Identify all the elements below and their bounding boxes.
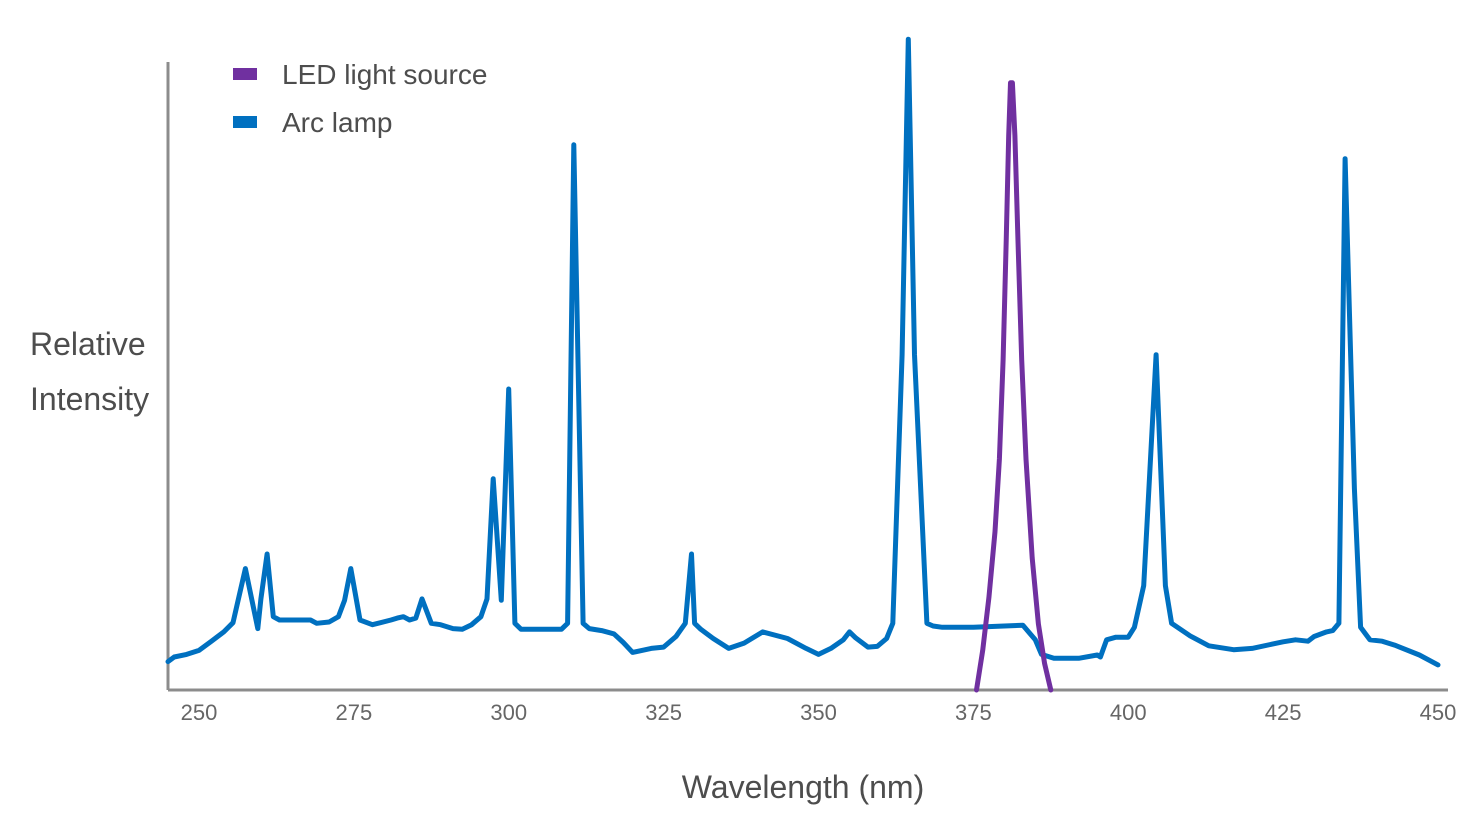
x-tick-label: 375 xyxy=(955,700,992,725)
x-tick-label: 325 xyxy=(645,700,682,725)
y-axis-title-line-2: Intensity xyxy=(30,381,149,417)
x-axis-title: Wavelength (nm) xyxy=(682,769,924,805)
x-tick-label: 250 xyxy=(181,700,218,725)
x-tick-label: 450 xyxy=(1420,700,1457,725)
x-tick-label: 400 xyxy=(1110,700,1147,725)
legend-label-arc: Arc lamp xyxy=(282,107,392,138)
led-series-line xyxy=(974,80,1054,693)
legend-swatch-led xyxy=(233,68,257,80)
axes xyxy=(166,62,1448,692)
series xyxy=(165,36,1441,693)
x-tick-label: 275 xyxy=(335,700,372,725)
legend-label-led: LED light source xyxy=(282,59,487,90)
y-axis-title-line-1: Relative xyxy=(30,326,146,362)
x-tick-label: 300 xyxy=(490,700,527,725)
x-tick-labels: 250 275 300 325 350 375 400 425 450 xyxy=(181,700,1457,725)
arc-lamp-series-line xyxy=(165,36,1441,668)
x-tick-label: 425 xyxy=(1265,700,1302,725)
legend-swatch-arc xyxy=(233,116,257,128)
legend: LED light source Arc lamp xyxy=(233,59,487,138)
x-tick-label: 350 xyxy=(800,700,837,725)
